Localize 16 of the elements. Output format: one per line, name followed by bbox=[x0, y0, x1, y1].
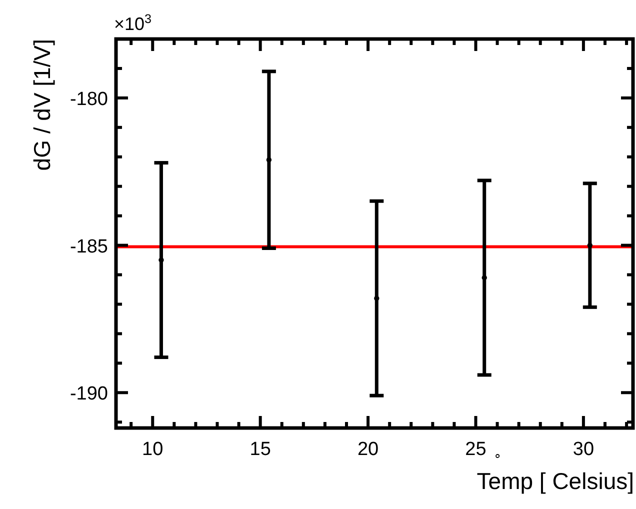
y-axis-title: dG / dV [1/V] bbox=[29, 39, 55, 171]
y-tick-label: -185 bbox=[70, 236, 108, 258]
text: ∘ bbox=[494, 448, 502, 463]
x-tick-label: 15 bbox=[250, 439, 271, 460]
x-tick-label: 30 bbox=[572, 439, 594, 460]
text: ×10$^{3}$ bbox=[114, 12, 152, 34]
point bbox=[587, 242, 593, 248]
x-tick-label: 20 bbox=[357, 439, 379, 460]
point bbox=[482, 275, 487, 280]
x-axis-title: Temp [ Celsius] bbox=[476, 468, 634, 494]
point bbox=[374, 296, 380, 301]
x-tick-label: 10 bbox=[142, 439, 164, 460]
x-tick-label: 25 bbox=[465, 439, 486, 460]
point bbox=[266, 157, 272, 162]
y-tick-label: -180 bbox=[70, 88, 108, 110]
y-tick-label: -190 bbox=[70, 384, 108, 405]
